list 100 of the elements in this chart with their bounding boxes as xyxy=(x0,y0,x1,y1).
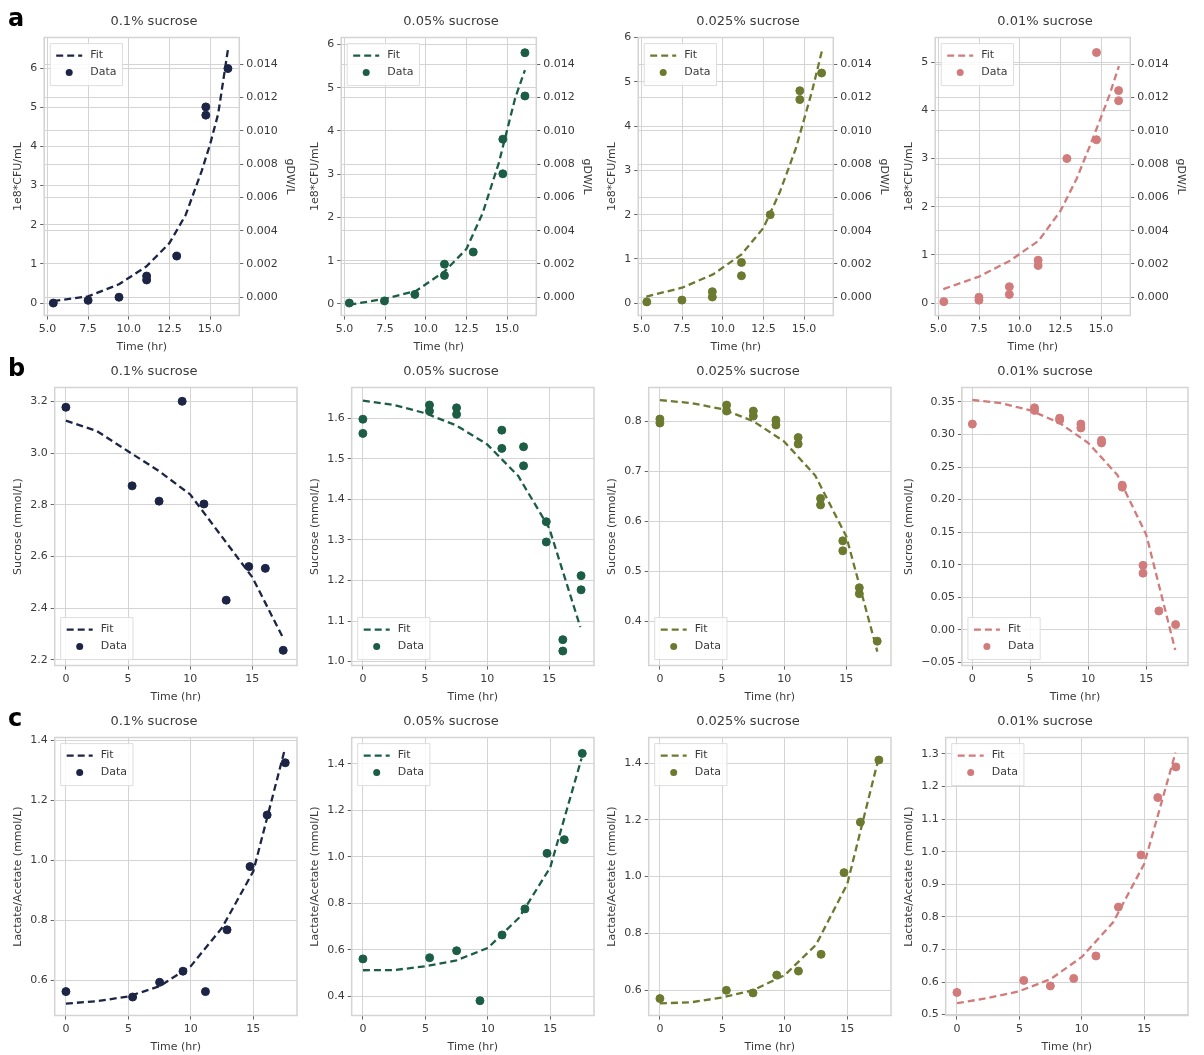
legend-label: Fit xyxy=(694,622,709,636)
legend-label: Fit xyxy=(90,48,104,62)
legend-label: Data xyxy=(100,765,127,779)
x-tick-label: 10.0 xyxy=(1007,322,1032,336)
legend-label: Data xyxy=(694,765,721,779)
point xyxy=(201,110,211,120)
chart-title: 0.01% sucrose xyxy=(997,13,1093,29)
legend-label: Fit xyxy=(981,48,995,62)
text: c xyxy=(8,704,23,732)
y2-axis-title: gDW/L xyxy=(580,158,594,196)
x-tick-label: 0 xyxy=(62,672,70,686)
chart-title: 0.05% sucrose xyxy=(403,363,499,379)
point xyxy=(358,954,368,964)
y-tick-label: 3 xyxy=(30,178,38,192)
y-tick-label: 5 xyxy=(30,100,38,114)
point xyxy=(344,298,354,308)
point xyxy=(541,537,551,547)
point xyxy=(1019,975,1029,985)
legend-label: Fit xyxy=(387,48,401,62)
point xyxy=(172,251,182,261)
y2-tick-label: 0.006 xyxy=(840,190,872,204)
y-tick-label: 1.0 xyxy=(921,844,939,858)
y-tick-label: 0.6 xyxy=(921,974,939,988)
legend-label: Fit xyxy=(694,748,709,762)
y-tick-label: 6 xyxy=(30,61,38,74)
point xyxy=(1136,850,1146,860)
x-axis-title: Time (hr) xyxy=(115,340,167,354)
x-tick-label: 15.0 xyxy=(1088,322,1114,336)
point xyxy=(278,645,288,655)
y-tick-label: 0.6 xyxy=(327,942,345,956)
point xyxy=(83,295,93,305)
y-tick-label: 5 xyxy=(624,74,632,88)
y-tick-label: 6 xyxy=(624,30,632,44)
point xyxy=(816,949,826,959)
y-tick-label: 1.4 xyxy=(30,733,48,747)
y-axis-title: 1e8*CFU/mL xyxy=(902,141,916,212)
point xyxy=(817,68,827,78)
x-axis-title: Time (hr) xyxy=(446,1040,499,1054)
y-tick-label: 0.7 xyxy=(921,942,939,956)
x-tick-label: 10.0 xyxy=(116,322,141,336)
y2-tick-label: 0.008 xyxy=(1137,156,1169,170)
y-tick-label: 0.8 xyxy=(921,909,939,923)
point xyxy=(1114,86,1124,96)
x-tick-label: 15 xyxy=(839,672,854,686)
x-tick-label: 10 xyxy=(480,1022,495,1036)
legend-label: Fit xyxy=(100,622,115,636)
x-tick-label: 15 xyxy=(245,672,260,686)
line-series xyxy=(658,398,879,653)
y-tick-label: 0 xyxy=(327,296,335,310)
point xyxy=(838,536,848,546)
y2-tick-label: 0.004 xyxy=(246,223,278,237)
point xyxy=(497,443,507,453)
y-tick-label: 0.4 xyxy=(624,614,642,628)
y-tick-label: 1.4 xyxy=(624,755,642,769)
y-tick-label: 3 xyxy=(624,163,632,177)
y-tick-label: 1.3 xyxy=(921,746,939,760)
y-tick-label: 0.00 xyxy=(930,622,955,636)
y2-tick-label: 0.014 xyxy=(246,57,278,71)
x-tick-label: 0 xyxy=(968,672,976,686)
y2-axis-title: gDW/L xyxy=(877,158,891,196)
x-tick-label: 10 xyxy=(1074,1022,1089,1036)
y-axis-title: Lactate/Acetate (mmol/L) xyxy=(605,806,619,947)
point xyxy=(245,862,255,872)
x-tick-label: 15 xyxy=(1139,672,1154,686)
y-tick-label: 0.8 xyxy=(624,926,642,940)
y2-tick-label: 0.002 xyxy=(246,256,278,270)
point xyxy=(498,134,508,144)
y-tick-label: 3 xyxy=(327,167,335,181)
x-tick-label: 12.5 xyxy=(751,322,776,336)
y-tick-label: 1.2 xyxy=(327,573,345,587)
x-tick-label: 5 xyxy=(421,1022,429,1036)
point xyxy=(61,402,71,412)
point xyxy=(748,988,758,998)
y-tick-label: 1.1 xyxy=(921,811,939,825)
y-tick-label: 0 xyxy=(921,295,929,309)
legend-label: Fit xyxy=(991,748,1006,762)
text: b xyxy=(8,354,26,382)
chart-title: 0.1% sucrose xyxy=(110,13,198,29)
y-axis-title: 1e8*CFU/mL xyxy=(605,141,619,212)
point xyxy=(816,500,826,510)
x-tick-label: 10 xyxy=(1081,672,1096,686)
y-axis-title: Lactate/Acetate (mmol/L) xyxy=(11,806,25,947)
x-tick-label: 5.0 xyxy=(335,322,354,336)
y-tick-label: 0.6 xyxy=(624,982,642,996)
y-tick-label: 1.0 xyxy=(327,654,345,668)
x-tick-label: 10 xyxy=(480,672,495,686)
legend-label: Data xyxy=(684,65,711,79)
point xyxy=(772,970,782,980)
y-tick-label: 1.2 xyxy=(921,779,939,793)
x-axis-title: Time (hr) xyxy=(743,690,796,704)
point xyxy=(498,169,508,179)
x-tick-label: 0 xyxy=(656,1022,664,1036)
y2-tick-label: 0.014 xyxy=(543,57,575,71)
point xyxy=(795,95,805,105)
point xyxy=(939,297,949,307)
point xyxy=(874,755,884,765)
legend-label: Data xyxy=(1007,639,1035,653)
y-tick-label: 0.5 xyxy=(921,1007,939,1021)
x-axis-title: Time (hr) xyxy=(446,690,499,704)
legend-label: Data xyxy=(991,765,1018,779)
